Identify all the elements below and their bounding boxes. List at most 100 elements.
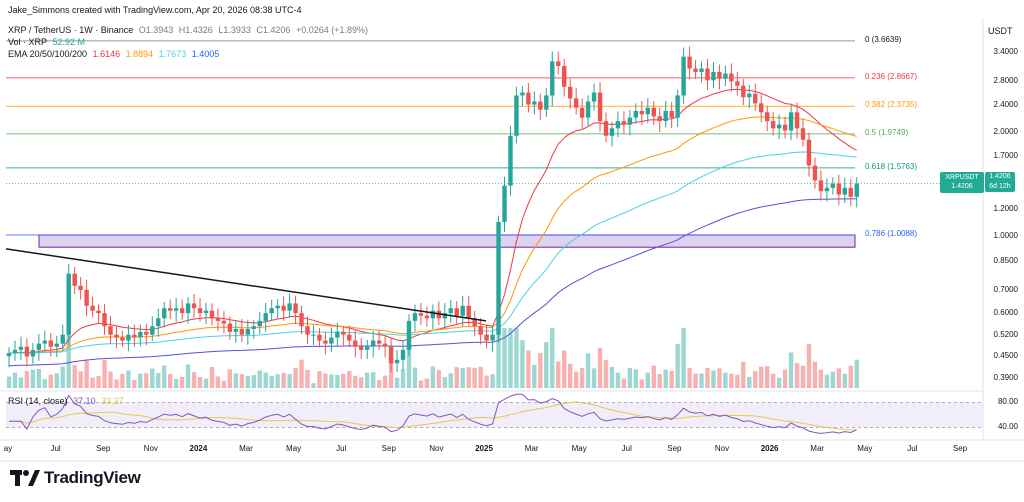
volume-bar xyxy=(24,371,30,388)
volume-bar xyxy=(639,379,645,388)
volume-bar xyxy=(454,367,459,388)
candle-body xyxy=(567,86,573,99)
volume-bar xyxy=(197,377,203,388)
volume-bar xyxy=(753,371,758,388)
candle-body xyxy=(150,326,155,335)
time-axis-label: Jul xyxy=(336,444,347,453)
volume-bar xyxy=(412,367,418,388)
ohlc-close: C1.4206 xyxy=(256,25,291,35)
candle-body xyxy=(759,103,764,113)
volume-bar xyxy=(556,361,561,388)
symbol-line: XRP / TetherUS · 1W · Binance O1.3943 H1… xyxy=(8,25,371,35)
price-axis-label: 1.2000 xyxy=(993,203,1018,213)
support-zone-layer xyxy=(38,234,856,248)
candle-body xyxy=(615,121,621,129)
tradingview-wordmark: TradingView xyxy=(44,468,141,487)
candle-body xyxy=(496,221,501,335)
volume-bar xyxy=(657,373,662,388)
volume-bar xyxy=(162,365,167,388)
candle-body xyxy=(203,310,209,314)
time-axis-label: Nov xyxy=(429,444,444,453)
candle-body xyxy=(484,334,489,341)
candle-body xyxy=(573,98,579,108)
volume-bar xyxy=(203,378,209,388)
candle-body xyxy=(597,92,603,122)
candle-body xyxy=(185,303,191,314)
volume-bar xyxy=(72,365,77,388)
candle-body xyxy=(675,95,680,118)
volume-bar xyxy=(317,371,322,388)
candle-body xyxy=(30,349,36,357)
volume-bar xyxy=(323,373,328,388)
volume-bar xyxy=(609,366,615,388)
ema-50-line xyxy=(8,116,857,354)
volume-bar xyxy=(167,374,173,388)
volume-bar xyxy=(615,372,621,388)
volume-bar xyxy=(12,372,18,388)
price-axis-label: 2.4000 xyxy=(993,99,1018,109)
rsi-legend: RSI (14, close) 37.10 33.37 xyxy=(8,396,127,406)
fib-label-4: 0.618 (1.5763) xyxy=(865,161,918,171)
candle-body xyxy=(305,326,310,335)
volume-bar xyxy=(18,377,24,388)
volume-bar xyxy=(60,366,65,388)
candle-body xyxy=(812,165,818,181)
volume-bar xyxy=(144,373,149,388)
candle-body xyxy=(603,121,609,136)
volume-bar xyxy=(705,367,710,388)
volume-bar xyxy=(365,372,370,388)
volume-bar xyxy=(221,380,227,388)
price-tag-price-right: 1.4206 xyxy=(989,173,1011,180)
price-axis-label: 0.5200 xyxy=(993,329,1018,339)
time-axis-label: Nov xyxy=(143,444,158,453)
ema-legend: EMA 20/50/100/200 1.6146 1.8894 1.7673 1… xyxy=(8,49,222,59)
candle-body xyxy=(627,117,633,125)
candle-body xyxy=(60,334,65,344)
time-axis-label: Sep xyxy=(667,444,682,453)
candle-body xyxy=(138,331,143,338)
volume-bar xyxy=(830,371,836,388)
candle-body xyxy=(705,68,710,81)
candle-body xyxy=(693,68,698,73)
volume-bar xyxy=(466,367,471,388)
candle-body xyxy=(770,121,776,129)
candle-body xyxy=(478,326,483,335)
fib-label-5: 0.786 (1.0088) xyxy=(865,228,918,238)
author-text: Jake_Simmons created with TradingView.co… xyxy=(8,5,302,15)
volume-bar xyxy=(747,376,752,388)
candle-body xyxy=(681,56,686,96)
volume-bar xyxy=(627,368,633,388)
volume-bar xyxy=(800,365,806,388)
candle-body xyxy=(197,308,203,314)
volume-bar xyxy=(484,375,489,388)
price-axis-label: 0.8500 xyxy=(993,255,1018,265)
volume-bar xyxy=(156,372,161,388)
candle-body xyxy=(102,313,107,327)
volume-bar xyxy=(675,343,680,388)
candle-body xyxy=(12,349,18,354)
candle-body xyxy=(311,334,316,336)
volume-bar xyxy=(173,379,179,388)
volume-bar xyxy=(90,377,95,388)
volume-bar xyxy=(227,369,233,388)
volume-bar xyxy=(573,371,579,388)
volume-bar xyxy=(502,328,507,388)
volume-bar xyxy=(114,379,119,388)
candle-body xyxy=(741,85,746,98)
candle-body xyxy=(365,346,370,350)
volume-bar xyxy=(717,368,722,388)
candle-body xyxy=(167,308,173,311)
time-axis-label: Jul xyxy=(50,444,61,453)
volume-bar xyxy=(54,373,59,388)
candle-body xyxy=(120,337,125,341)
volume-bar xyxy=(305,369,310,388)
candle-body xyxy=(257,320,262,327)
candle-body xyxy=(245,328,250,335)
rsi-ma-value: 33.37 xyxy=(101,396,124,406)
candle-body xyxy=(388,346,394,364)
candle-body xyxy=(639,110,645,115)
candle-body xyxy=(6,353,12,357)
candle-body xyxy=(753,93,758,104)
candle-body xyxy=(687,56,692,69)
